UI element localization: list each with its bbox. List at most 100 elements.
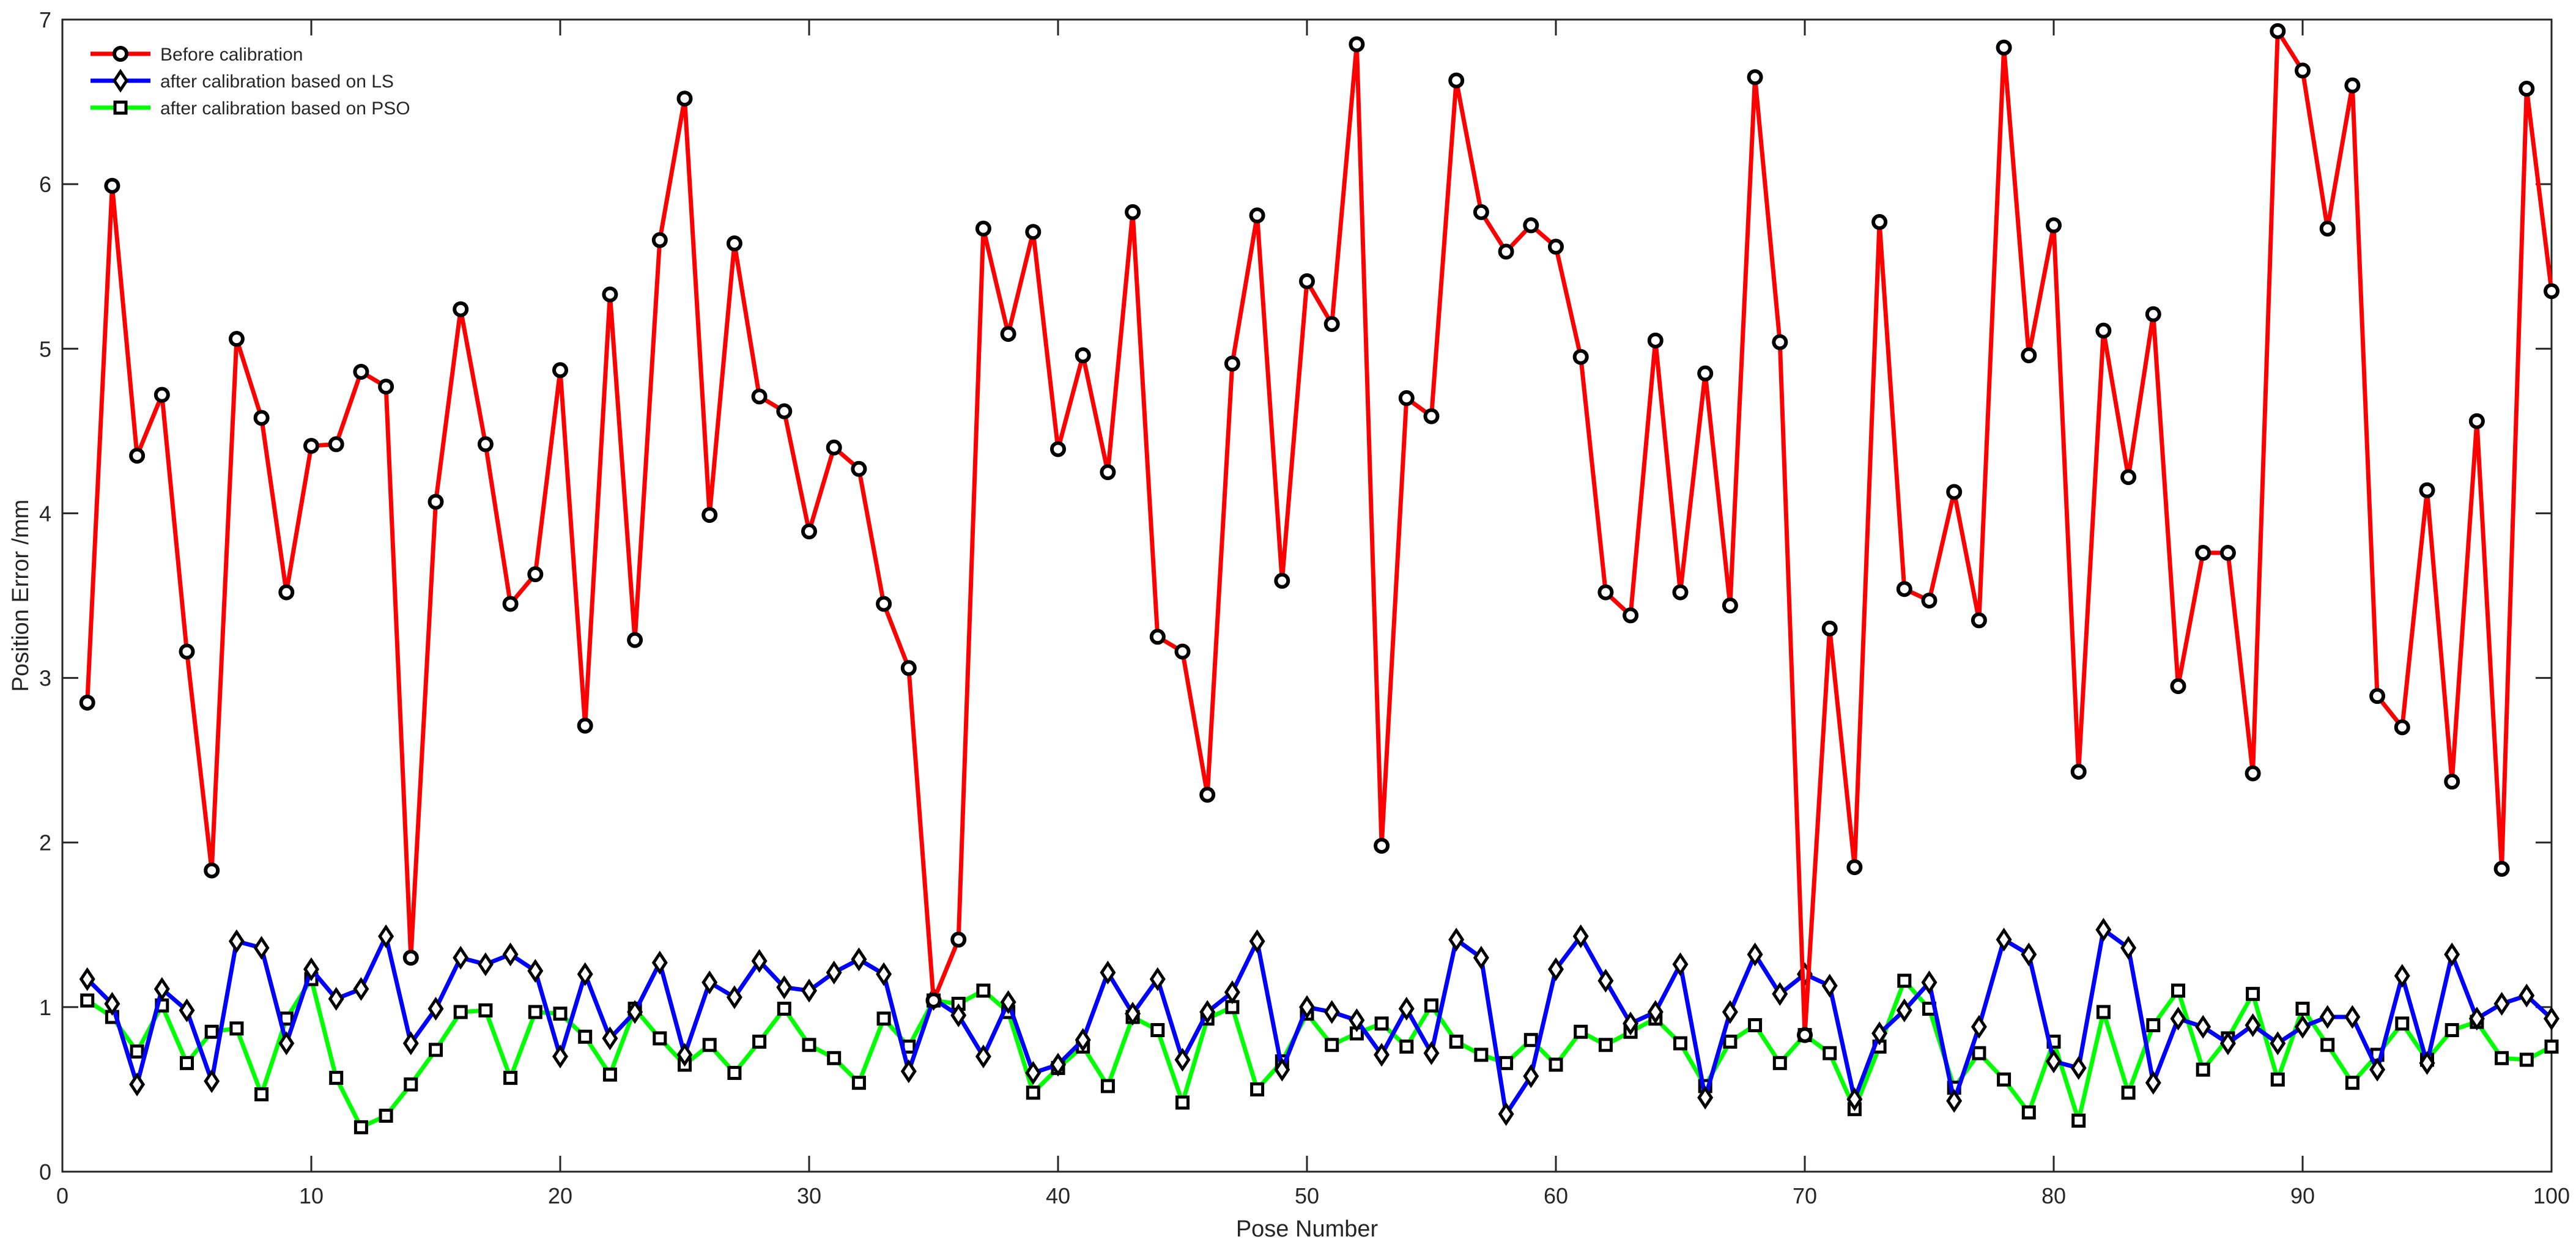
series-1-point bbox=[2170, 678, 2186, 695]
series-2-point bbox=[303, 957, 320, 981]
series-1-point bbox=[1672, 584, 1689, 601]
series-3-point bbox=[1723, 1034, 1738, 1049]
series-3-point bbox=[752, 1034, 767, 1049]
series-3-point bbox=[80, 993, 95, 1008]
series-1-point bbox=[402, 950, 419, 966]
series-1-point bbox=[1448, 72, 1465, 89]
series-1-point bbox=[353, 363, 369, 380]
series-1-point bbox=[204, 862, 220, 879]
series-2-point bbox=[228, 929, 245, 953]
series-1-point bbox=[1548, 238, 1564, 255]
series-1-point bbox=[1075, 347, 1091, 364]
series-1-point bbox=[826, 439, 842, 456]
series-2-point bbox=[1049, 1052, 1067, 1077]
plot-area bbox=[61, 18, 2553, 1173]
series-1-point bbox=[1274, 572, 1290, 589]
series-2-point bbox=[1224, 980, 1240, 1005]
y-tick-label: 7 bbox=[39, 7, 51, 32]
legend-label: Before calibration bbox=[160, 45, 303, 65]
series-2-point bbox=[378, 924, 394, 948]
x-tick-label: 20 bbox=[548, 1183, 572, 1208]
series-1-point bbox=[2468, 413, 2485, 429]
series-3-point bbox=[2146, 1018, 2161, 1032]
series-1-point bbox=[2245, 765, 2261, 782]
series-1-point bbox=[1025, 224, 1042, 240]
series-2-point bbox=[1473, 945, 1489, 970]
series-layer bbox=[79, 23, 2560, 1134]
legend-label: after calibration based on LS bbox=[160, 72, 394, 92]
series-2-point bbox=[627, 1000, 643, 1024]
series-3-point bbox=[777, 1002, 791, 1016]
series-1-point bbox=[851, 460, 867, 477]
series-1-point bbox=[1149, 629, 1166, 645]
legend-entry-1: Before calibration bbox=[91, 45, 303, 65]
x-tick-label: 90 bbox=[2290, 1183, 2315, 1208]
series-2-point bbox=[676, 1043, 693, 1067]
series-1-point bbox=[751, 388, 768, 405]
x-tick-label: 40 bbox=[1046, 1183, 1070, 1208]
legend: Before calibration after calibration base… bbox=[91, 45, 410, 119]
series-1-point bbox=[228, 331, 245, 347]
x-tick-label: 30 bbox=[797, 1183, 821, 1208]
series-1-point bbox=[627, 632, 643, 648]
x-tick-label: 10 bbox=[299, 1183, 324, 1208]
series-2-point bbox=[2219, 1031, 2236, 1055]
series-2-point bbox=[2070, 1055, 2087, 1080]
series-3-point bbox=[1997, 1072, 2012, 1087]
series-2-point bbox=[1597, 969, 1614, 993]
series-2-point bbox=[104, 991, 120, 1016]
series-1-point bbox=[253, 410, 270, 426]
y-tick-label: 1 bbox=[39, 995, 51, 1020]
series-2-point bbox=[1946, 1089, 1963, 1113]
series-2-point bbox=[2045, 1049, 2062, 1074]
series-3-point bbox=[553, 1007, 568, 1021]
series-1-point bbox=[1647, 332, 1664, 349]
series-3-point bbox=[1449, 1034, 1464, 1049]
series-2-point bbox=[2319, 1005, 2336, 1029]
series-2-point bbox=[154, 977, 170, 1001]
series-1-point bbox=[1374, 838, 1390, 854]
series-1-point bbox=[2319, 220, 2336, 237]
series-1-line bbox=[85, 29, 2554, 1038]
series-2-point bbox=[2468, 1007, 2485, 1031]
series-1-point bbox=[1946, 484, 1963, 500]
series-3-point bbox=[1523, 1033, 1538, 1048]
series-2-point bbox=[278, 1031, 295, 1055]
series-3-point bbox=[2096, 1005, 2111, 1019]
series-2-point bbox=[179, 998, 195, 1022]
series-2-point bbox=[2444, 942, 2460, 967]
series-2-point bbox=[1498, 1102, 1514, 1126]
series-3-point bbox=[1897, 974, 1912, 988]
series-2-point bbox=[1423, 1041, 1440, 1065]
series-3-point bbox=[1374, 1016, 1389, 1031]
series-1-point bbox=[900, 660, 917, 676]
series-2-point bbox=[1921, 970, 1938, 994]
series-1-point bbox=[1174, 643, 1191, 660]
series-1-point bbox=[701, 507, 718, 523]
series-1-point bbox=[2095, 322, 2112, 339]
series-3-line bbox=[86, 977, 2553, 1129]
series-1-point bbox=[2219, 545, 2236, 561]
series-2-point bbox=[1075, 1028, 1091, 1052]
series-3-point bbox=[653, 1031, 667, 1046]
series-1-point bbox=[925, 992, 942, 1009]
x-tick-label: 70 bbox=[1793, 1183, 1817, 1208]
series-2-point bbox=[1547, 957, 1564, 981]
series-2-point bbox=[2145, 1071, 2161, 1095]
series-1-point bbox=[527, 566, 544, 583]
series-3-point bbox=[353, 1120, 368, 1134]
series-2-point bbox=[453, 945, 469, 970]
series-2-point bbox=[1100, 960, 1116, 985]
series-1-point bbox=[1722, 597, 1738, 614]
series-1-point bbox=[1199, 786, 1216, 803]
series-3-point bbox=[578, 1029, 593, 1044]
series-2-point bbox=[1025, 1061, 1042, 1085]
series-2-point bbox=[2294, 1015, 2311, 1039]
series-3-point bbox=[528, 1005, 542, 1019]
series-1-point bbox=[1249, 207, 1265, 224]
axis-ticks: 0 10 20 30 40 50 60 70 80 90 100 0 1 2 3 4 5 6 7 bbox=[39, 7, 2570, 1208]
series-3-point bbox=[2295, 1002, 2310, 1016]
series-2-point bbox=[2270, 1031, 2286, 1055]
series-2-point bbox=[1672, 952, 1689, 977]
